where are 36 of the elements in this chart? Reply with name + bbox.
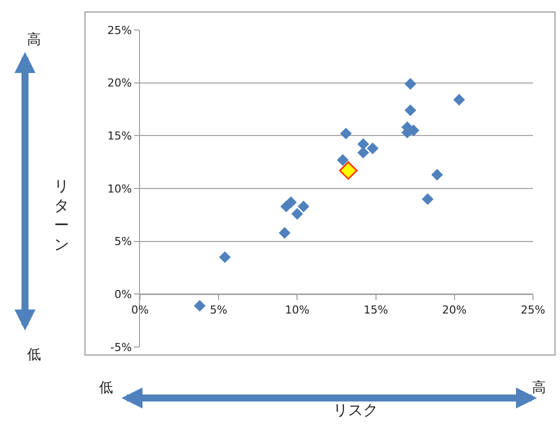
point: [453, 94, 465, 106]
x-tick-label: 10%: [284, 303, 310, 316]
text: 高: [27, 32, 41, 48]
x-tick-label: 15%: [364, 303, 388, 316]
point: [422, 193, 434, 205]
y-tick-label: 15%: [107, 130, 132, 143]
y-axis-title: リターン: [54, 177, 69, 254]
point: [366, 142, 379, 154]
point: [219, 251, 231, 264]
point: [404, 78, 416, 90]
x-axis-title: リスク: [333, 401, 378, 419]
text: 低: [27, 347, 41, 363]
point: [285, 196, 297, 208]
point: [336, 154, 349, 166]
x-tick-label: 0%: [131, 303, 149, 316]
point: [339, 161, 358, 180]
y-tick-label: 0%: [114, 288, 132, 302]
y-tick-label: -5%: [110, 340, 132, 354]
point: [194, 300, 206, 312]
x-tick-label: 25%: [520, 303, 546, 316]
y-tick-label: 5%: [114, 235, 132, 248]
text: 低: [99, 380, 113, 396]
y-tick-label: 10%: [107, 182, 132, 196]
x-tick-label: 20%: [442, 303, 467, 316]
x-tick-label: 5%: [210, 303, 228, 316]
point: [291, 208, 304, 220]
point: [357, 138, 370, 150]
point: [298, 200, 310, 212]
point: [340, 128, 352, 140]
point: [404, 104, 416, 116]
y-tick-label: 20%: [107, 76, 132, 90]
text: 高: [532, 380, 546, 396]
point: [431, 168, 443, 181]
point: [278, 227, 290, 239]
point: [357, 146, 370, 158]
y-tick-label: 25%: [107, 24, 132, 37]
